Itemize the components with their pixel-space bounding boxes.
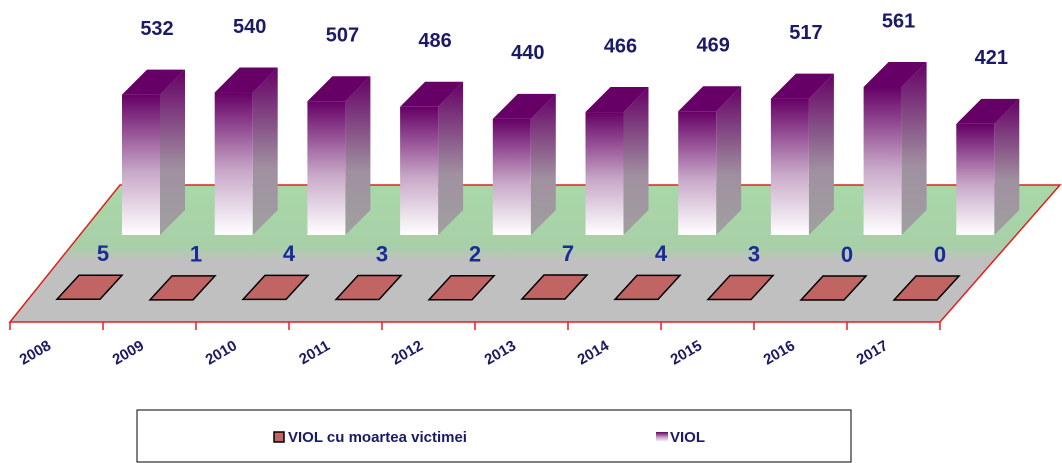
slab bbox=[334, 274, 403, 301]
legend-marker bbox=[656, 432, 668, 442]
bar-front bbox=[214, 92, 253, 236]
bar-side bbox=[808, 73, 834, 235]
bar-front bbox=[585, 112, 624, 235]
bar-front bbox=[492, 118, 531, 235]
bar bbox=[492, 93, 556, 235]
bar bbox=[122, 69, 185, 235]
legend-label: VIOL bbox=[670, 429, 705, 446]
bar bbox=[770, 73, 834, 235]
x-tick-label: 2016 bbox=[761, 337, 798, 368]
bar-top bbox=[214, 67, 278, 93]
x-tick-label: 2014 bbox=[575, 337, 613, 369]
slab bbox=[799, 275, 868, 301]
bar-front bbox=[307, 101, 346, 235]
bar-side bbox=[994, 98, 1020, 235]
bar-side bbox=[623, 87, 649, 236]
bar-front bbox=[863, 87, 902, 235]
data-label: 5 bbox=[97, 241, 109, 266]
bar bbox=[956, 98, 1020, 235]
bar-top bbox=[770, 73, 834, 99]
x-tick-label: 2011 bbox=[296, 337, 333, 368]
data-label: 466 bbox=[604, 35, 637, 57]
bar bbox=[214, 67, 278, 236]
data-label: 0 bbox=[841, 242, 853, 267]
slab bbox=[55, 274, 124, 300]
bar-top bbox=[863, 62, 927, 87]
data-label: 4 bbox=[283, 241, 296, 266]
slab bbox=[706, 274, 775, 301]
bar-top bbox=[492, 93, 556, 119]
bar-front bbox=[678, 111, 717, 235]
data-label: 421 bbox=[975, 47, 1008, 69]
data-label: 517 bbox=[789, 22, 822, 44]
slab bbox=[892, 275, 961, 301]
bar-side bbox=[160, 69, 185, 235]
bar-top bbox=[585, 87, 649, 113]
data-label: 540 bbox=[233, 16, 266, 38]
data-label: 0 bbox=[934, 242, 946, 267]
x-tick-label: 2008 bbox=[17, 337, 54, 368]
x-tick-label: 2015 bbox=[668, 337, 705, 368]
data-label: 507 bbox=[326, 25, 359, 47]
bar bbox=[863, 62, 927, 235]
slab bbox=[613, 274, 682, 301]
bar-top bbox=[400, 81, 464, 107]
bar-front bbox=[400, 106, 439, 235]
bar-side bbox=[252, 67, 278, 236]
bar-top bbox=[307, 76, 371, 102]
data-label: 3 bbox=[376, 241, 388, 266]
bar-top bbox=[122, 69, 185, 95]
bar-side bbox=[530, 93, 556, 235]
legend-label: VIOL cu moartea victimei bbox=[288, 429, 467, 446]
bar bbox=[400, 81, 464, 235]
x-tick-label: 2012 bbox=[389, 337, 426, 368]
bar-side bbox=[716, 86, 742, 236]
bar-top bbox=[678, 86, 742, 112]
x-tick-label: 2013 bbox=[482, 337, 519, 368]
legend-box bbox=[136, 409, 852, 463]
data-label: 486 bbox=[418, 30, 451, 52]
data-label: 2 bbox=[469, 242, 481, 267]
data-label: 4 bbox=[655, 241, 668, 266]
legend-marker bbox=[273, 431, 285, 443]
bar bbox=[678, 86, 742, 236]
slab bbox=[427, 274, 496, 301]
bar-front bbox=[956, 123, 995, 235]
slab bbox=[148, 275, 217, 301]
bar-side bbox=[901, 62, 927, 235]
bar-front bbox=[122, 94, 160, 235]
data-label: 3 bbox=[748, 241, 760, 266]
data-label: 469 bbox=[697, 35, 730, 57]
bar-side bbox=[345, 76, 371, 235]
bar-top bbox=[956, 98, 1020, 124]
bar-side bbox=[438, 81, 464, 235]
data-label: 7 bbox=[562, 241, 574, 266]
data-label: 561 bbox=[882, 10, 915, 32]
slab bbox=[241, 274, 310, 301]
data-label: 532 bbox=[140, 18, 173, 40]
x-tick-label: 2010 bbox=[203, 337, 240, 368]
x-tick-label: 2009 bbox=[110, 337, 147, 368]
bar bbox=[585, 87, 649, 236]
x-tick-label: 2017 bbox=[854, 337, 891, 368]
data-label: 1 bbox=[190, 242, 202, 267]
slab bbox=[520, 274, 589, 300]
data-label: 440 bbox=[511, 42, 544, 64]
bar bbox=[307, 76, 371, 235]
bar-front bbox=[770, 98, 809, 235]
